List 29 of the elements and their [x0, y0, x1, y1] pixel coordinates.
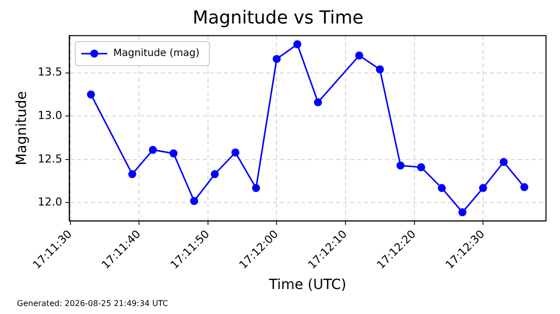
point — [252, 184, 260, 192]
y-tick-label: 13.5 — [38, 66, 62, 79]
legend-label: Magnitude (mag) — [113, 48, 200, 60]
point — [520, 183, 528, 192]
point — [376, 65, 384, 74]
point — [500, 158, 508, 166]
point — [479, 184, 488, 192]
y-tick-label: 12.5 — [38, 152, 62, 166]
point — [293, 40, 302, 48]
x-axis-title: Time (UTC) — [268, 277, 346, 294]
point — [190, 197, 198, 206]
point — [170, 149, 178, 158]
point — [314, 98, 322, 106]
point — [231, 148, 240, 157]
y-tick-label: 13.0 — [38, 109, 62, 122]
point — [272, 54, 281, 63]
y-axis-title: Magnitude — [14, 91, 30, 166]
point — [210, 170, 219, 178]
point — [355, 52, 364, 60]
text: Generated: 2026-08-25 21:49:34 UTC — [17, 299, 168, 308]
point — [396, 162, 405, 170]
y-tick-label: 12.0 — [38, 196, 62, 209]
point — [86, 90, 95, 98]
point — [417, 163, 426, 172]
point — [438, 184, 446, 192]
chart-title: Magnitude vs Time — [192, 7, 364, 28]
point — [148, 146, 157, 154]
point — [458, 208, 466, 216]
point — [128, 170, 136, 178]
